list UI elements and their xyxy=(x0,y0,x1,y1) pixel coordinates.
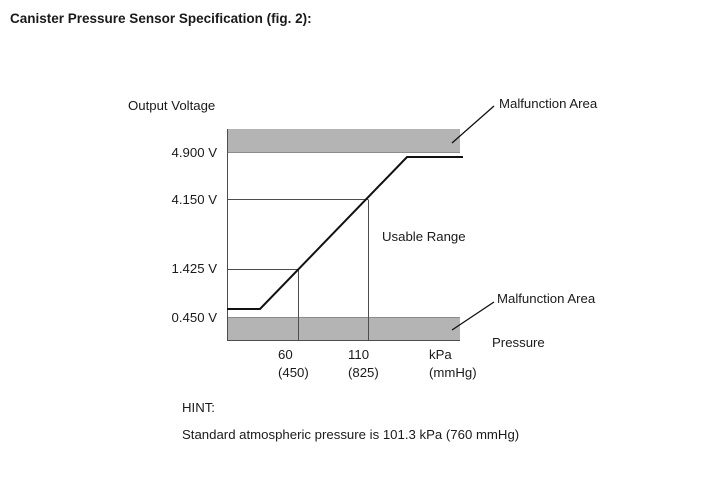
x-unit-mmhg: (mmHg) xyxy=(429,365,477,380)
malfunction-area-label-top: Malfunction Area xyxy=(499,96,598,111)
x-unit-kpa: kPa xyxy=(429,347,452,362)
y-tick-4900: 4.900 V xyxy=(171,145,217,160)
y-axis-title: Output Voltage xyxy=(128,98,216,113)
malfunction-band-bottom xyxy=(227,317,460,340)
y-tick-0450: 0.450 V xyxy=(171,310,217,325)
x-tick-60-mmhg: (450) xyxy=(278,365,309,380)
x-tick-60: 60 (450) xyxy=(278,346,309,382)
malfunction-area-label-bottom: Malfunction Area xyxy=(497,291,596,306)
x-unit-column: kPa (mmHg) xyxy=(429,346,477,382)
x-axis-title: Pressure xyxy=(492,335,545,350)
x-tick-60-kpa: 60 xyxy=(278,347,293,362)
leader-line-malfunction-bottom xyxy=(451,301,495,331)
page-title: Canister Pressure Sensor Specification (… xyxy=(10,11,312,26)
x-tick-110: 110 (825) xyxy=(348,346,379,382)
x-tick-110-mmhg: (825) xyxy=(348,365,379,380)
y-tick-4150: 4.150 V xyxy=(171,192,217,207)
x-tick-110-kpa: 110 xyxy=(348,347,370,362)
y-tick-1425: 1.425 V xyxy=(171,261,217,276)
malfunction-band-top xyxy=(227,129,460,152)
hint-text: Standard atmospheric pressure is 101.3 k… xyxy=(182,427,520,442)
leader-line-malfunction-top xyxy=(451,105,495,144)
hint-label: HINT: xyxy=(182,400,215,415)
usable-range-label: Usable Range xyxy=(382,229,466,244)
